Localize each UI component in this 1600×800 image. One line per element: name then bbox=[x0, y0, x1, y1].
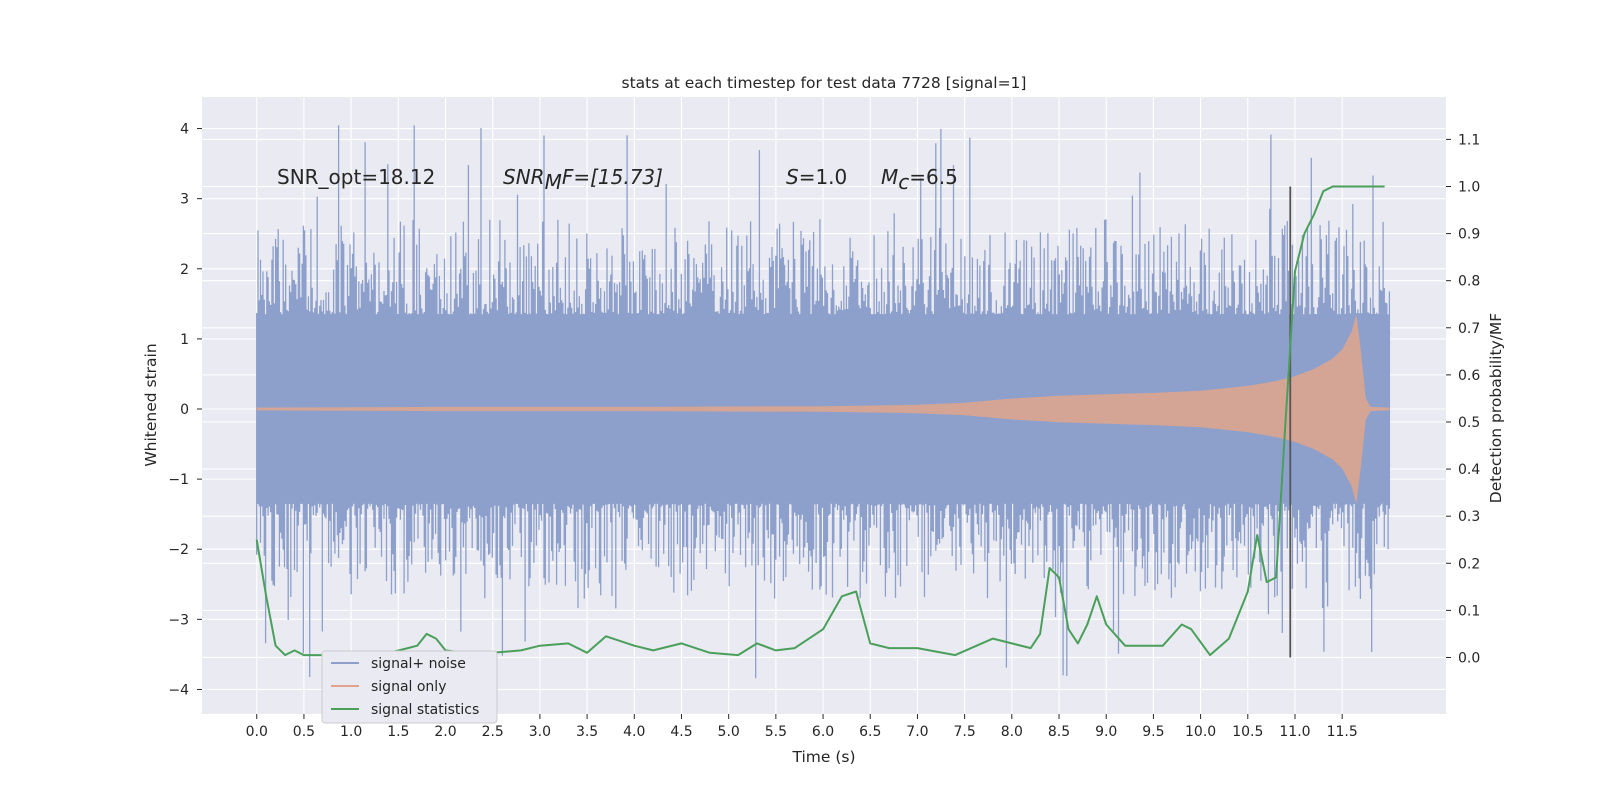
x-tick-label: 2.5 bbox=[482, 724, 504, 740]
signal-statistics-line bbox=[255, 185, 1385, 657]
y-tick-label: 3 bbox=[180, 192, 189, 208]
legend-label-statistics: signal statistics bbox=[371, 702, 479, 718]
y2-tick-label: 0.6 bbox=[1458, 368, 1480, 384]
annotation-mc-sub: c bbox=[898, 170, 909, 194]
x-tick-label: 1.0 bbox=[340, 724, 362, 740]
annotation-s-var: S bbox=[786, 165, 799, 189]
y2-tick-label: 0.4 bbox=[1458, 462, 1480, 478]
y-tick-label: 4 bbox=[180, 122, 189, 138]
x-tick-label: 11.0 bbox=[1279, 724, 1310, 740]
x-tick-label: 7.5 bbox=[954, 724, 976, 740]
annotation-s: S=1.0 bbox=[786, 165, 847, 189]
x-tick-label: 9.5 bbox=[1142, 724, 1164, 740]
legend-box bbox=[321, 650, 498, 724]
signal-statistics-series bbox=[255, 185, 1385, 657]
y2-tick-label: 0.3 bbox=[1458, 509, 1480, 525]
x-tick-label: 4.5 bbox=[670, 724, 692, 740]
chart-title: stats at each timestep for test data 772… bbox=[622, 74, 1027, 92]
y-tick-label: 0 bbox=[180, 402, 189, 418]
x-tick-label: 6.0 bbox=[812, 724, 834, 740]
y-tick-label: −3 bbox=[168, 612, 189, 628]
x-tick-label: 10.5 bbox=[1232, 724, 1263, 740]
y-tick-label: −2 bbox=[168, 542, 189, 558]
y2-tick-label: 0.7 bbox=[1458, 321, 1480, 337]
x-axis-label: Time (s) bbox=[791, 748, 855, 766]
y2-tick-label: 0.1 bbox=[1458, 603, 1480, 619]
y2-tick-label: 0.8 bbox=[1458, 274, 1480, 290]
x-tick-label: 11.5 bbox=[1327, 724, 1358, 740]
x-tick-label: 8.5 bbox=[1048, 724, 1070, 740]
y2-tick-label: 0.2 bbox=[1458, 556, 1480, 572]
x-tick-label: 4.0 bbox=[623, 724, 645, 740]
x-tick-label: 1.5 bbox=[387, 724, 409, 740]
annotation-snr-mf: SNRMF=[15.73] bbox=[503, 165, 663, 194]
legend-label-noise: signal+ noise bbox=[371, 656, 466, 672]
annotation-snr-mf-main: SNR bbox=[503, 165, 545, 189]
y-tick-label: 2 bbox=[180, 262, 189, 278]
x-tick-label: 8.0 bbox=[1001, 724, 1023, 740]
x-tick-label: 9.0 bbox=[1095, 724, 1117, 740]
x-tick-label: 10.0 bbox=[1185, 724, 1216, 740]
y2-tick-label: 1.1 bbox=[1458, 132, 1480, 148]
y-tick-label: −4 bbox=[168, 682, 189, 698]
y2-tick-label: 1.0 bbox=[1458, 179, 1480, 195]
x-tick-label: 5.0 bbox=[718, 724, 740, 740]
annotation-s-value: =1.0 bbox=[799, 165, 848, 189]
x-tick-label: 0.5 bbox=[293, 724, 315, 740]
annotation-snr-mf-tail: F=[15.73] bbox=[562, 165, 663, 189]
y-tick-label: −1 bbox=[168, 472, 189, 488]
legend-label-signal: signal only bbox=[371, 679, 446, 695]
signal-only-series bbox=[256, 314, 1390, 504]
y2-axis-label: Detection probability/MF bbox=[1487, 313, 1505, 504]
signal-only-envelope bbox=[256, 314, 1390, 504]
y-tick-label: 1 bbox=[180, 332, 189, 348]
y-axis-label: Whitened strain bbox=[142, 343, 160, 466]
legend: signal+ noise signal only signal statist… bbox=[321, 650, 498, 724]
x-tick-label: 7.0 bbox=[906, 724, 928, 740]
annotation-snr-mf-sub: M bbox=[545, 170, 562, 194]
x-tick-label: 2.0 bbox=[434, 724, 456, 740]
annotation-mc-var: M bbox=[881, 165, 898, 189]
y2-tick-label: 0.0 bbox=[1458, 650, 1480, 666]
x-tick-label: 5.5 bbox=[765, 724, 787, 740]
axes: 0.0 0.5 1.0 1.5 2.0 2.5 3.0 3.5 4.0 4.5 5.0 5.5 6.0 6… bbox=[168, 122, 1480, 740]
x-tick-label: 0.0 bbox=[246, 724, 268, 740]
annotation-mc-value: =6.5 bbox=[909, 165, 958, 189]
annotation-mc: Mc=6.5 bbox=[881, 165, 958, 194]
x-tick-label: 3.0 bbox=[529, 724, 551, 740]
x-tick-label: 6.5 bbox=[859, 724, 881, 740]
y2-tick-label: 0.9 bbox=[1458, 227, 1480, 243]
annotation-snr-opt: SNR_opt=18.12 bbox=[277, 165, 435, 189]
y2-tick-label: 0.5 bbox=[1458, 415, 1480, 431]
x-tick-label: 3.5 bbox=[576, 724, 598, 740]
